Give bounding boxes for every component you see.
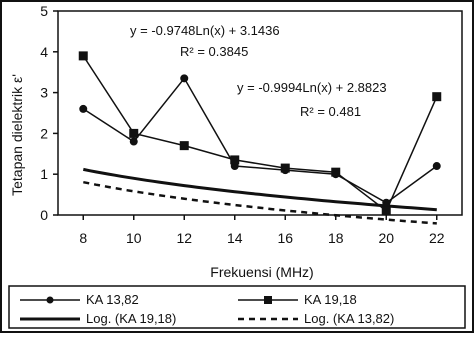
x-tick-label: 20 [378,230,394,246]
legend-marker-ka1382 [46,296,54,304]
x-tick-label: 22 [429,230,445,246]
data-point-ka-19-18 [230,155,240,165]
data-point-ka-19-18 [432,92,442,102]
series-line-ka-13-82 [82,76,438,204]
data-point-ka-19-18 [280,163,290,173]
x-tick-label: 8 [79,230,87,246]
xlabel: Frekuensi (MHz) [210,264,313,280]
y-tick-label: 2 [40,125,48,141]
y-tick-label: 0 [40,207,48,223]
legend-label-log1918: Log. (KA 19,18) [86,311,176,326]
data-point-ka-19-18 [381,206,391,216]
data-point-ka-13-82 [180,74,189,83]
x-tick-label: 16 [277,230,293,246]
annotation-eq1: y = -0.9748Ln(x) + 3.1436 [130,23,280,38]
x-tick-label: 18 [328,230,344,246]
legend: KA 13,82 KA 19,18 Log. (KA 19,18) Log. (… [8,285,466,329]
legend-label-log1382: Log. (KA 13,82) [304,311,394,326]
data-point-ka-19-18 [129,128,139,138]
ylabel: Tetapan dielektrik ε' [9,74,25,196]
y-tick-label: 3 [40,85,48,101]
data-point-ka-19-18 [331,167,341,177]
x-tick-label: 14 [227,230,243,246]
plot-area [57,10,463,216]
legend-box [8,285,466,329]
data-point-ka-13-82 [79,104,88,113]
data-point-ka-19-18 [78,51,88,61]
data-point-ka-19-18 [179,141,189,151]
y-tick-label: 4 [40,44,48,60]
legend-label-ka1382: KA 13,82 [86,292,139,307]
data-point-ka-13-82 [432,162,441,171]
series-line-ka-19-18 [82,55,438,213]
trendline-log-ka-13-82 [83,180,437,225]
x-tick-label: 12 [176,230,192,246]
data-point-ka-13-82 [129,137,138,146]
annotation-r2-2: R² = 0.481 [300,104,361,119]
y-tick-label: 5 [40,3,48,19]
legend-marker-ka1918 [264,296,272,304]
annotation-eq2: y = -0.9994Ln(x) + 2.8823 [237,80,387,95]
y-tick-label: 1 [40,166,48,182]
legend-label-ka1918: KA 19,18 [304,292,357,307]
x-tick-label: 10 [126,230,142,246]
annotation-r2-1: R² = 0.3845 [180,44,248,59]
